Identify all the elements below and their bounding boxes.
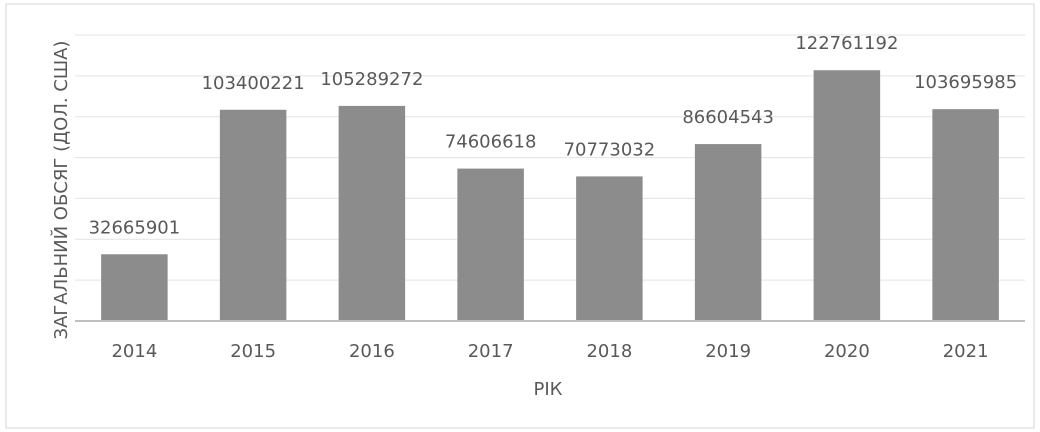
data-label: 70773032 [564, 139, 656, 160]
x-tick-label: 2017 [468, 341, 514, 362]
bar [219, 109, 287, 321]
data-label: 105289272 [320, 69, 423, 90]
x-tick-label: 2014 [111, 341, 157, 362]
data-label: 122761192 [795, 33, 898, 54]
x-tick-label: 2016 [349, 341, 395, 362]
y-axis-label: ЗАГАЛЬНИЙ ОБСЯГ (ДОЛ. США) [50, 41, 72, 340]
x-tick-label: 2021 [943, 341, 989, 362]
bar [813, 70, 881, 321]
x-tick-label: 2015 [230, 341, 276, 362]
x-tick-label: 2019 [705, 341, 751, 362]
bar [694, 144, 762, 321]
bar [932, 109, 999, 322]
data-label: 86604543 [682, 107, 774, 128]
data-label: 32665901 [89, 217, 181, 238]
data-label: 103695985 [914, 72, 1017, 93]
bar [338, 105, 406, 321]
data-label: 74606618 [445, 132, 537, 153]
x-axis-label: РІК [534, 379, 563, 400]
bar [576, 176, 643, 321]
bar [457, 168, 524, 321]
x-tick-label: 2020 [824, 341, 870, 362]
bar [101, 254, 168, 321]
x-tick-label: 2018 [586, 341, 632, 362]
data-label: 103400221 [202, 73, 305, 94]
